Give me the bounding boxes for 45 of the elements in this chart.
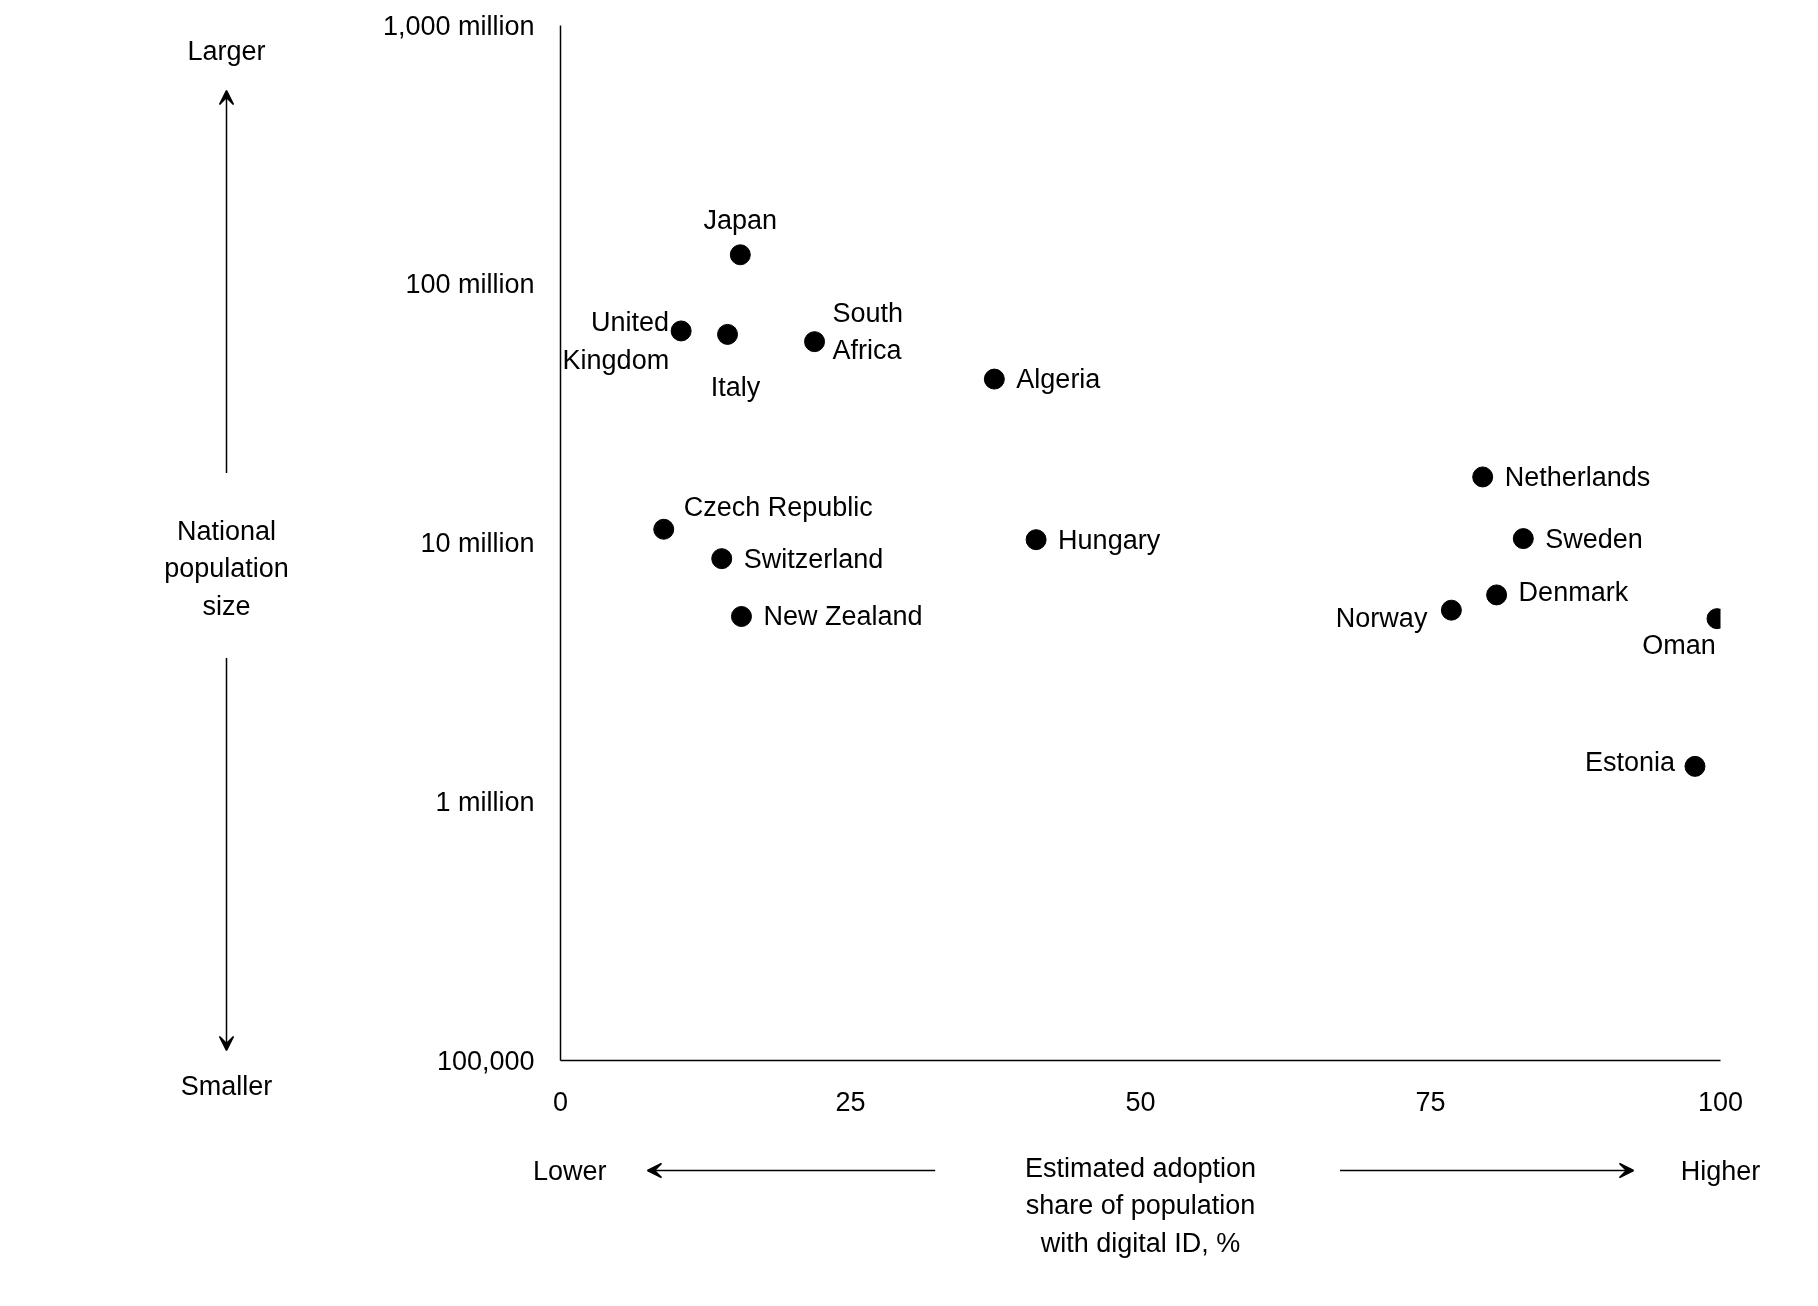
annotation: Sweden bbox=[1545, 523, 1643, 554]
annotation: Czech Republic bbox=[683, 492, 873, 523]
point bbox=[730, 606, 752, 627]
annotation: Norway bbox=[1335, 603, 1428, 634]
annotation: Oman bbox=[1642, 629, 1716, 660]
annotation: Japan bbox=[703, 204, 778, 235]
annotation: Algeria bbox=[1016, 364, 1102, 395]
point bbox=[804, 331, 826, 353]
annotation: Estonia bbox=[1584, 747, 1676, 778]
annotation: Netherlands bbox=[1504, 461, 1651, 492]
y-tick-label: 10 million bbox=[420, 528, 535, 558]
point bbox=[1512, 528, 1534, 550]
x-tick-label: 100 bbox=[1697, 1086, 1744, 1117]
point bbox=[983, 368, 1005, 390]
text: Larger bbox=[187, 35, 266, 66]
y-tick-label: 1,000 million bbox=[382, 10, 535, 41]
text: Smaller bbox=[180, 1070, 273, 1101]
x-tick-label: 0 bbox=[552, 1086, 569, 1117]
point bbox=[1486, 584, 1508, 606]
text: Higher bbox=[1680, 1155, 1761, 1186]
annotation: New Zealand bbox=[763, 601, 923, 632]
x-axis-title: Estimated adoption share of population with digital ID, % bbox=[1024, 1152, 1257, 1258]
point bbox=[1025, 529, 1047, 551]
x-tick-label: 75 bbox=[1415, 1086, 1446, 1117]
annotation: Denmark bbox=[1518, 576, 1629, 607]
y-tick-label: 100,000 bbox=[436, 1045, 535, 1076]
y-tick-label: 1 million bbox=[435, 786, 535, 817]
text: National population size bbox=[164, 515, 289, 621]
annotation: Hungary bbox=[1058, 524, 1161, 555]
annotation: Italy bbox=[710, 372, 761, 403]
point bbox=[717, 323, 739, 345]
point bbox=[653, 518, 675, 540]
point bbox=[1472, 466, 1494, 488]
annotation: South Africa bbox=[832, 297, 904, 366]
text: Lower bbox=[533, 1155, 607, 1186]
annotation: Switzerland bbox=[743, 543, 884, 574]
point bbox=[711, 548, 733, 570]
point bbox=[729, 244, 751, 266]
point bbox=[1684, 755, 1706, 777]
y-tick-label: 100 million bbox=[405, 269, 535, 300]
point bbox=[670, 320, 692, 342]
x-tick-label: 25 bbox=[835, 1086, 866, 1117]
annotation: United Kingdom bbox=[562, 307, 670, 375]
x-tick-label: 50 bbox=[1125, 1086, 1156, 1117]
point bbox=[1440, 599, 1462, 621]
